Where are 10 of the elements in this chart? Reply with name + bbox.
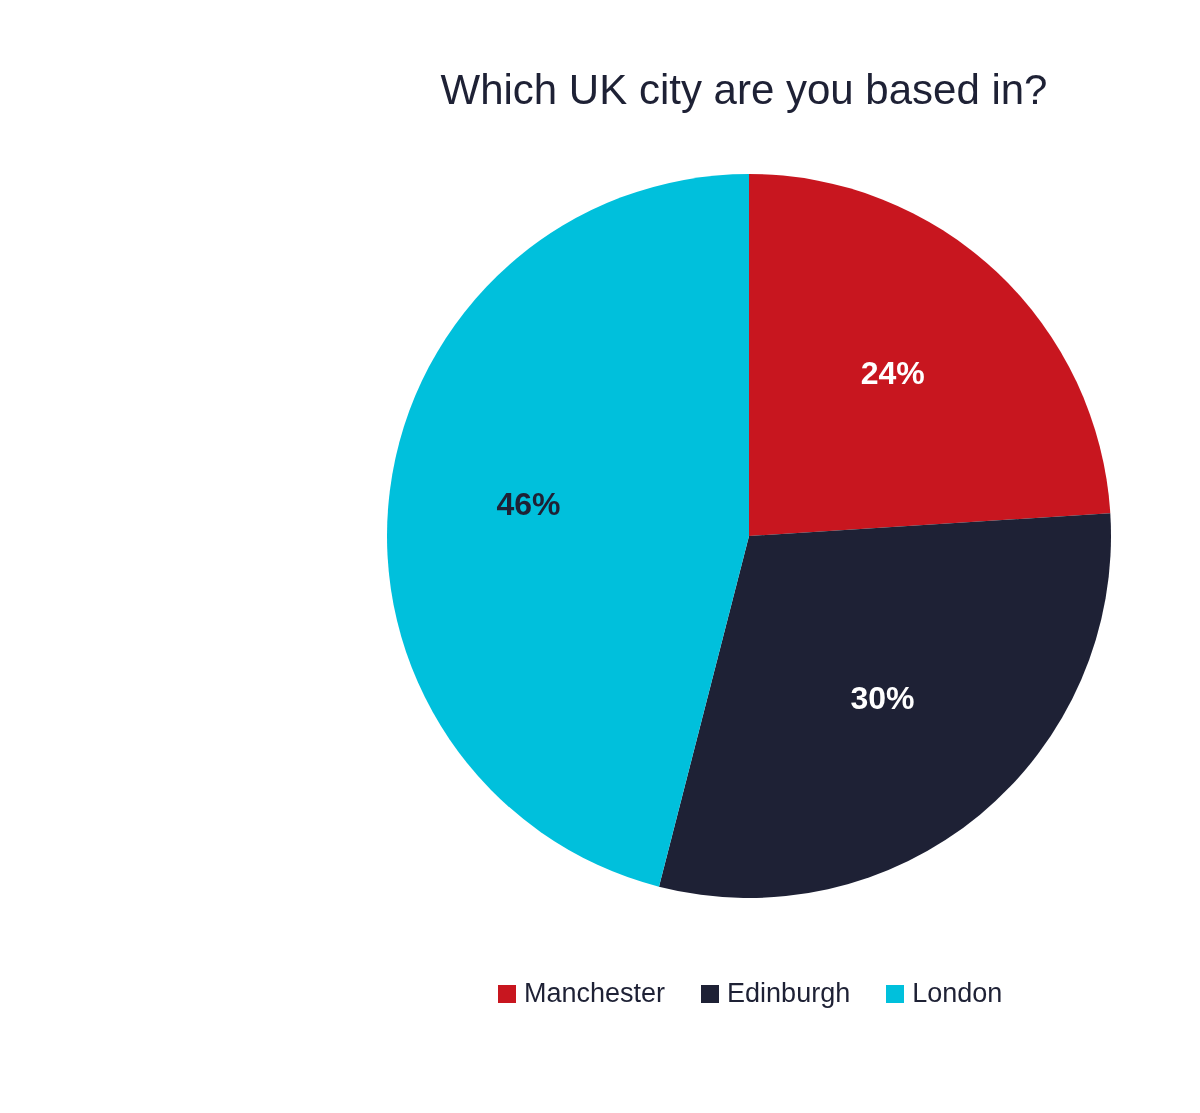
data-label: 46% — [496, 485, 561, 522]
legend-label: Edinburgh — [727, 978, 851, 1009]
chart-title: Which UK city are you based in? — [439, 66, 1049, 114]
legend-label: London — [912, 978, 1003, 1009]
pie-slice — [658, 513, 1111, 898]
pie-slice — [387, 174, 749, 887]
data-label: 30% — [850, 680, 915, 717]
pie-slice — [749, 174, 1111, 536]
legend-label: Manchester — [524, 978, 666, 1009]
data-label: 24% — [860, 354, 925, 391]
